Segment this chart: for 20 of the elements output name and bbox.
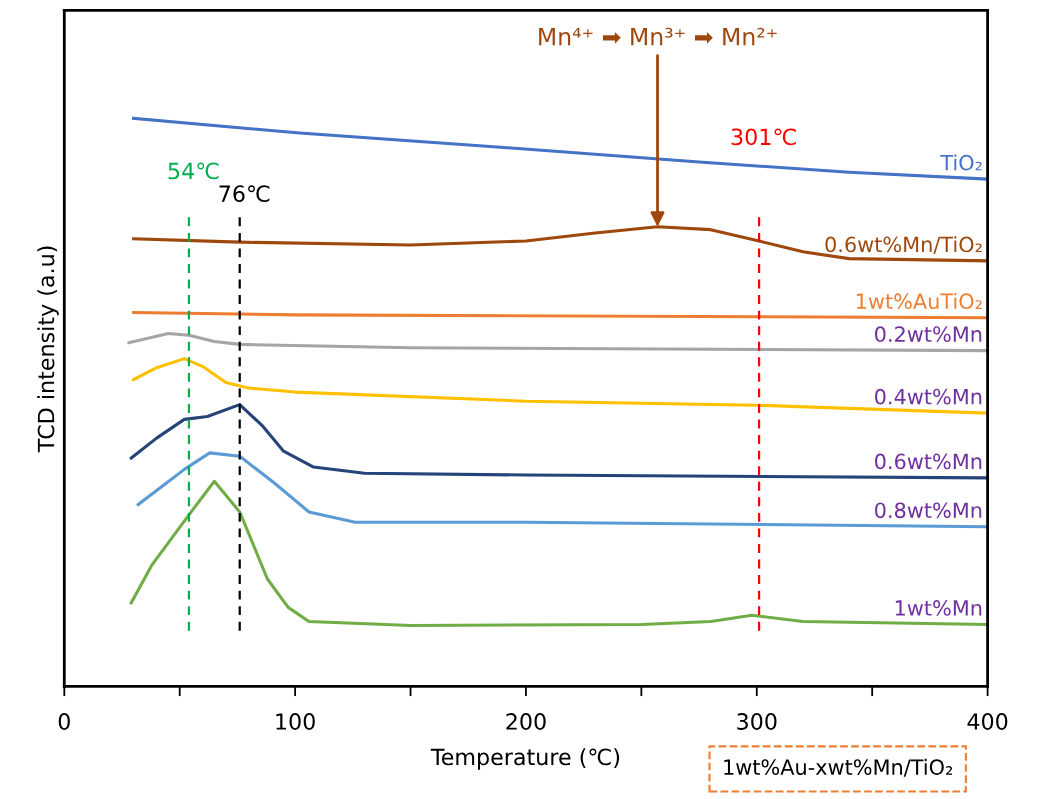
x-tick-label: 400 — [967, 713, 1008, 730]
series-label: 0.2wt%Mn — [875, 326, 982, 343]
text: 1wt%Au-xwt%Mn/TiO₂ — [724, 758, 953, 777]
x-tick-label: 0 — [58, 713, 70, 730]
series-label: 0.6wt%Mn — [875, 453, 982, 470]
ref-line-label: 54℃ — [168, 162, 219, 180]
series-label: 1wt%Mn — [895, 600, 982, 616]
x-tick-label: 200 — [506, 713, 546, 730]
series-label: 0.8wt%Mn — [875, 502, 982, 519]
ref-line-label: 301℃ — [731, 128, 796, 146]
x-tick-label: 300 — [737, 713, 777, 730]
series-label: TiO₂ — [940, 154, 982, 171]
x-tick-label: 100 — [276, 713, 315, 730]
x-axis-title: Temperature (℃) — [430, 748, 620, 770]
ref-line-label: 76℃ — [219, 185, 270, 203]
series-label: 0.6wt%Mn/TiO₂ — [825, 236, 982, 254]
y-axis-title: TCD intensity (a.u) — [37, 246, 59, 453]
annotation: Mn⁴⁺ ➡ Mn³⁺ ➡ Mn²⁺ — [539, 27, 777, 46]
series-label: 1wt%AuTiO₂ — [856, 292, 982, 310]
series-label: 0.4wt%Mn — [875, 388, 982, 405]
